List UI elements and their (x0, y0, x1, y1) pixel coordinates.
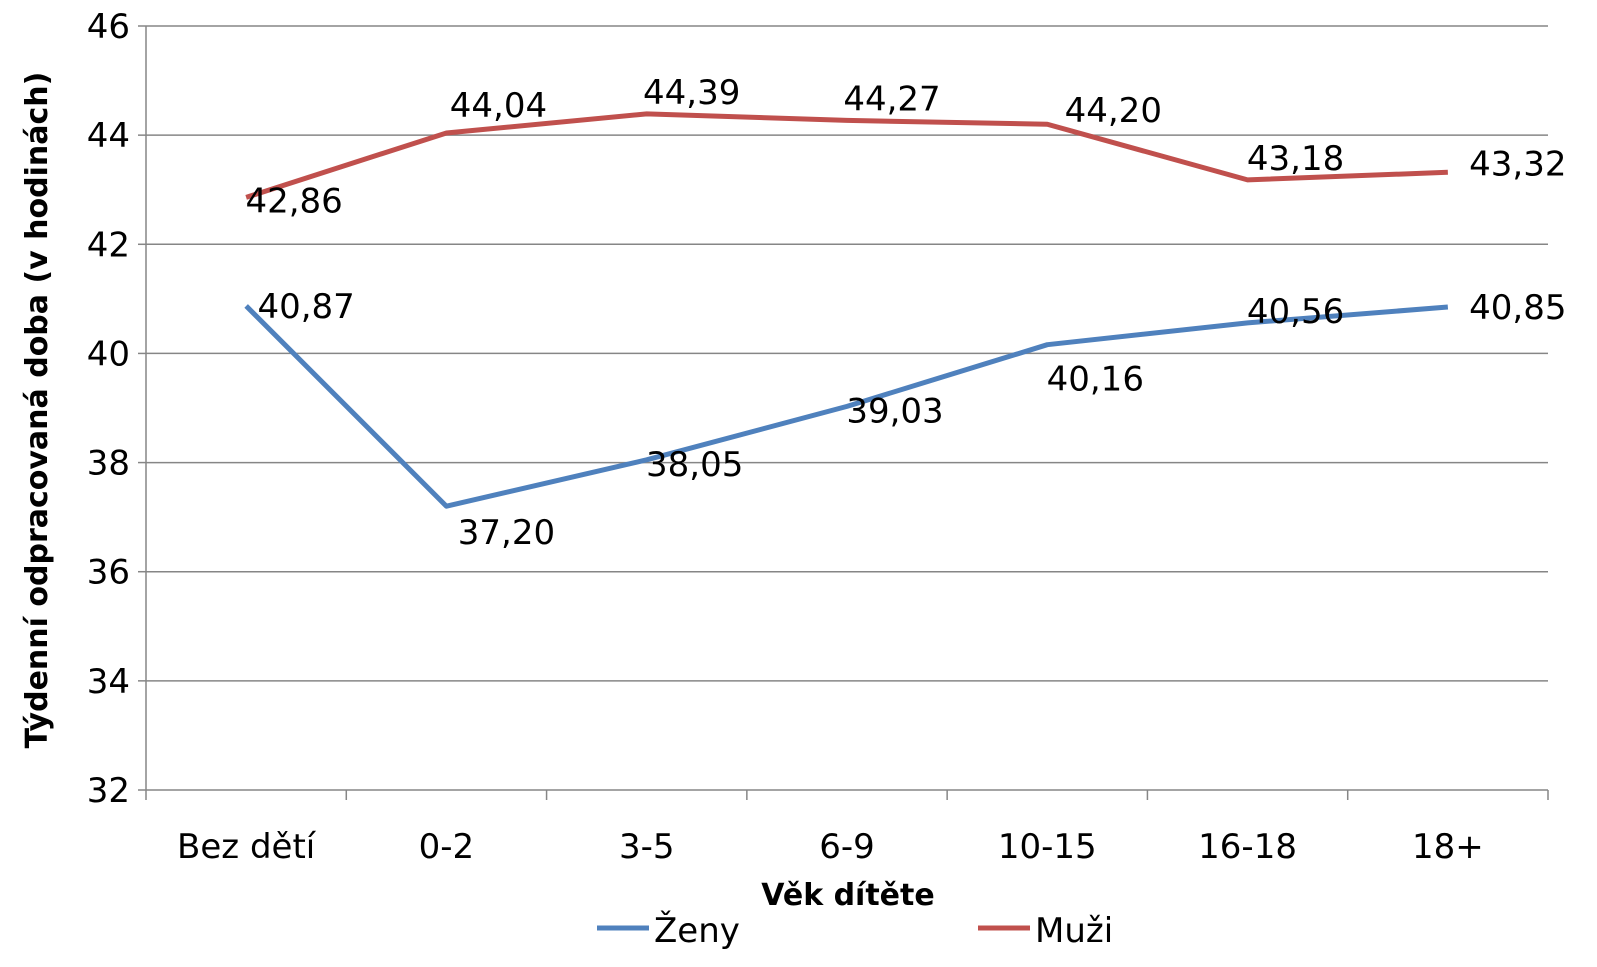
legend-label-zeny: Ženy (654, 910, 740, 951)
legend-label-muzi: Muži (1035, 911, 1113, 951)
data-label-muzi-5: 43,18 (1247, 139, 1344, 179)
data-label-muzi-0: 42,86 (245, 181, 342, 221)
x-tick-label-18-: 18+ (1412, 827, 1484, 867)
y-axis-title: Týdenní odpracovaná doba (v hodinách) (20, 72, 55, 749)
data-label-zeny-6: 40,85 (1469, 288, 1566, 328)
data-label-zeny-1: 37,20 (458, 513, 555, 553)
y-tick-label-36: 36 (87, 553, 130, 593)
y-tick-label-46: 46 (87, 7, 130, 47)
y-tick-label-34: 34 (87, 662, 130, 702)
data-label-zeny-5: 40,56 (1247, 292, 1344, 332)
y-tick-label-44: 44 (87, 116, 130, 156)
x-axis-title: Věk dítěte (761, 878, 934, 913)
data-labels: 40,87 37,20 38,05 39,03 40,16 40,56 40,85 42,86… (245, 73, 1566, 553)
data-label-muzi-2: 44,39 (643, 73, 740, 113)
y-tick-label-32: 32 (87, 771, 130, 811)
x-tick-label-6-9: 6-9 (819, 827, 875, 867)
y-tick-label-38: 38 (87, 444, 130, 484)
data-label-zeny-3: 39,03 (846, 391, 943, 431)
x-tick-label-0-2: 0-2 (419, 827, 475, 867)
y-tick-label-42: 42 (87, 225, 130, 265)
data-label-muzi-3: 44,27 (843, 79, 940, 119)
legend: Ženy Muži (597, 910, 1113, 951)
data-label-muzi-1: 44,04 (450, 86, 547, 126)
series-line-zeny (244, 304, 1449, 509)
gridlines (146, 25, 1548, 682)
data-label-muzi-4: 44,20 (1065, 91, 1162, 131)
axes: 32 34 36 38 40 42 44 46 Bez dětí 0-2 3-5 6-9 10-15 16… (87, 7, 1549, 867)
data-label-muzi-6: 43,32 (1469, 144, 1566, 184)
x-tick-label-10-15: 10-15 (998, 827, 1097, 867)
data-label-zeny-2: 38,05 (646, 445, 743, 485)
data-label-zeny-4: 40,16 (1047, 360, 1144, 400)
x-tick-label-3-5: 3-5 (619, 827, 675, 867)
series-lines (244, 111, 1449, 509)
series-line-muzi (245, 111, 1448, 200)
data-label-zeny-0: 40,87 (257, 287, 354, 327)
y-tick-label-40: 40 (87, 334, 130, 374)
x-tick-label-16-18: 16-18 (1198, 827, 1297, 867)
x-tick-label-bez-deti: Bez dětí (177, 827, 317, 867)
